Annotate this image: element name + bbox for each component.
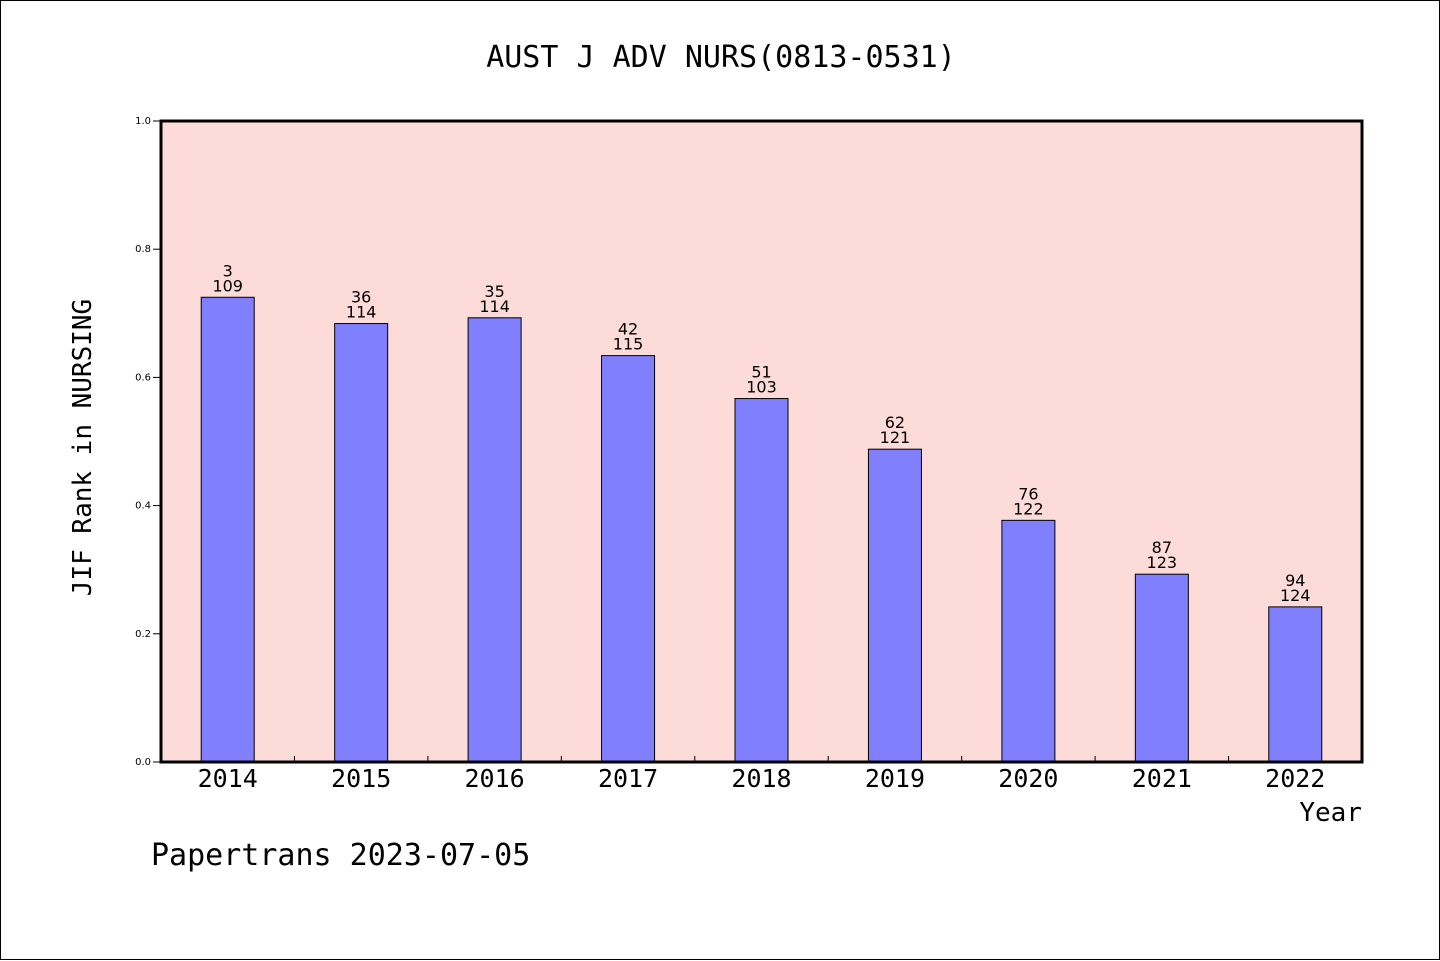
data-label-total-2016: 114 xyxy=(479,297,510,316)
data-label-total-2015: 114 xyxy=(346,303,377,322)
x-tick-label-2021: 2021 xyxy=(1132,764,1192,793)
bar-2021 xyxy=(1134,573,1189,763)
bar-2015 xyxy=(334,323,389,763)
data-label-rank-2015: 36 xyxy=(351,288,371,307)
bars-group xyxy=(200,296,1323,763)
data-label-total-2022: 124 xyxy=(1280,586,1311,605)
bar-2018 xyxy=(734,398,789,763)
bar-2017 xyxy=(601,355,656,763)
bar-2014 xyxy=(200,296,255,763)
data-label-rank-2016: 35 xyxy=(484,282,504,301)
data-label-total-2020: 122 xyxy=(1013,499,1044,518)
bar-2019 xyxy=(867,448,922,763)
x-axis-label: Year xyxy=(1299,798,1362,828)
plot-frame xyxy=(159,119,1364,764)
bar-2020 xyxy=(1001,519,1056,763)
data-label-total-2017: 115 xyxy=(613,335,644,354)
data-label-rank-2021: 87 xyxy=(1152,538,1172,557)
x-tick-label-2014: 2014 xyxy=(198,764,258,793)
data-label-rank-2020: 76 xyxy=(1018,484,1038,503)
data-label-rank-2014: 3 xyxy=(223,261,233,280)
data-labels-group: 3109361143511442115511036212176122871239… xyxy=(212,261,1310,605)
data-label-rank-2019: 62 xyxy=(885,413,905,432)
y-axis-label: JIF Rank in NURSING xyxy=(68,299,98,596)
x-tick-label-2016: 2016 xyxy=(465,764,525,793)
y-tick-label-0.2: 0.2 xyxy=(135,629,151,640)
data-label-total-2021: 123 xyxy=(1147,553,1178,572)
data-label-rank-2022: 94 xyxy=(1285,571,1305,590)
chart-title: AUST J ADV NURS(0813-0531) xyxy=(486,40,956,75)
data-label-total-2018: 103 xyxy=(746,378,777,397)
y-tick-label-0.8: 0.8 xyxy=(135,244,151,255)
y-tick-label-0.6: 0.6 xyxy=(135,372,151,383)
y-tick-label-1.0: 1.0 xyxy=(135,116,151,127)
x-tick-label-2015: 2015 xyxy=(331,764,391,793)
data-label-rank-2017: 42 xyxy=(618,320,638,339)
x-tick-label-2020: 2020 xyxy=(998,764,1058,793)
x-tick-label-2022: 2022 xyxy=(1265,764,1325,793)
y-tick-label-0.4: 0.4 xyxy=(135,501,151,512)
x-tick-label-2019: 2019 xyxy=(865,764,925,793)
bar-2022 xyxy=(1268,606,1323,763)
bar-2016 xyxy=(467,317,522,763)
x-tick-label-2018: 2018 xyxy=(731,764,791,793)
data-label-total-2014: 109 xyxy=(212,276,243,295)
y-axis: 0.0 0.2 0.4 0.6 0.8 1.0 xyxy=(135,116,161,768)
data-label-rank-2018: 51 xyxy=(751,363,771,382)
x-tick-label-2017: 2017 xyxy=(598,764,658,793)
x-axis: 2014 2015 2016 2017 2018 2019 2020 2021 2022 xyxy=(198,756,1325,793)
footer-credit: Papertrans 2023-07-05 xyxy=(151,838,530,873)
y-tick-label-0.0: 0.0 xyxy=(135,757,151,768)
data-label-total-2019: 121 xyxy=(880,428,911,447)
